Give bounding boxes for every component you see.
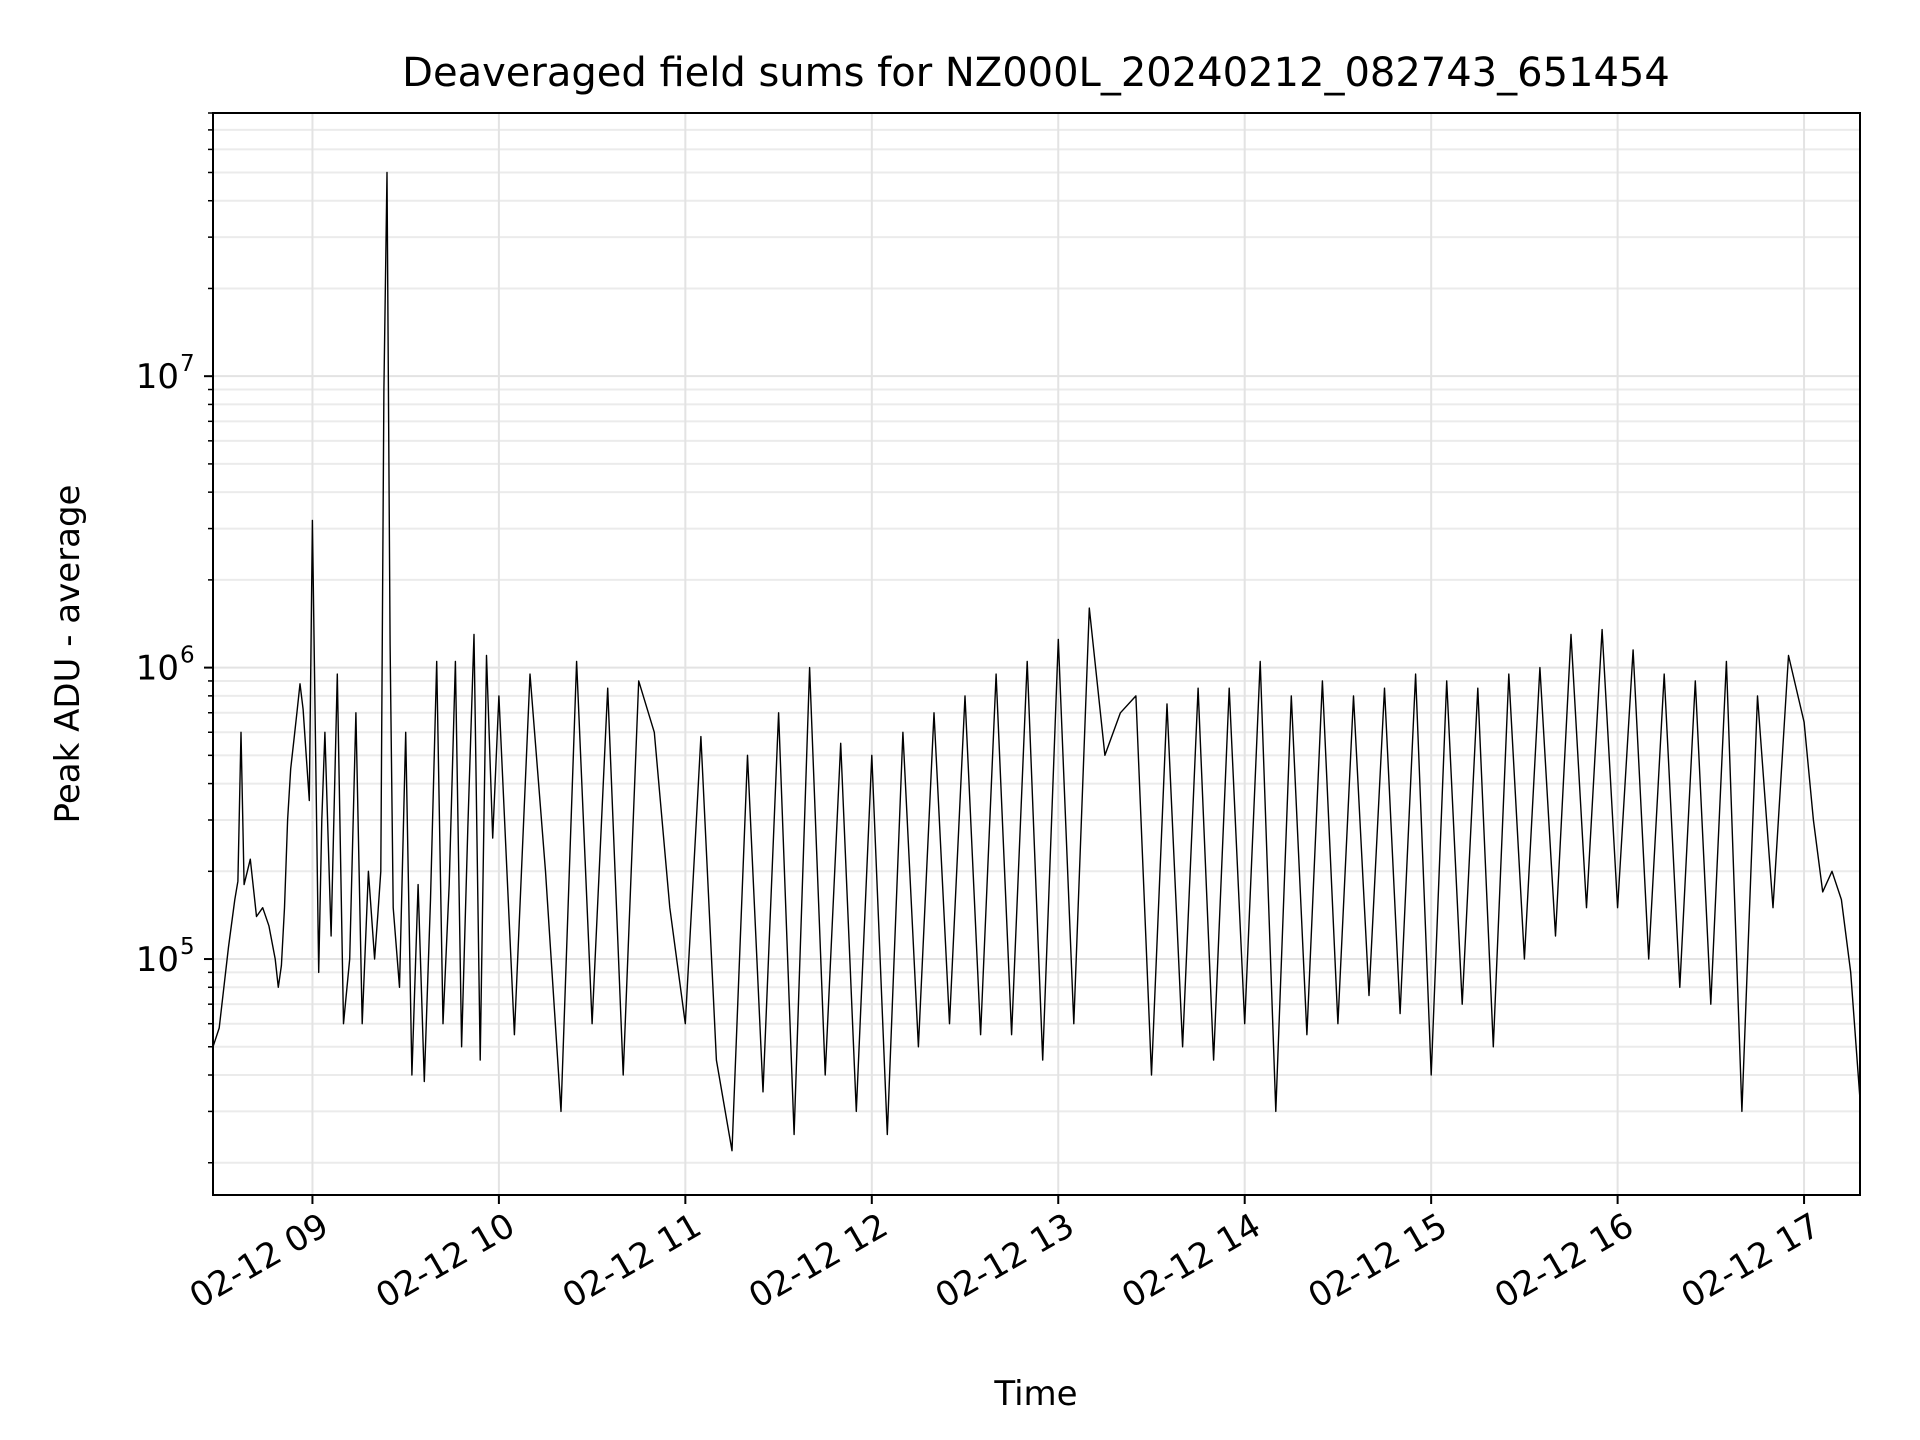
- series-line: [212, 171, 1861, 1152]
- grid-layer: [213, 112, 1860, 1195]
- x-axis-label: Time: [993, 1374, 1077, 1414]
- y-tick-label: 10: [136, 357, 179, 397]
- series-layer: [212, 171, 1861, 1152]
- chart-title: Deaveraged field sums for NZ000L_2024021…: [402, 50, 1670, 96]
- plot-area-frame: [212, 112, 1861, 1196]
- y-axis-label: Peak ADU - average: [48, 485, 88, 824]
- y-tick-label: 10: [136, 940, 179, 980]
- y-tick-exponent: 6: [180, 643, 195, 669]
- y-tick-exponent: 7: [180, 351, 195, 377]
- y-tick-exponent: 5: [180, 934, 195, 960]
- y-tick-label: 10: [136, 649, 179, 689]
